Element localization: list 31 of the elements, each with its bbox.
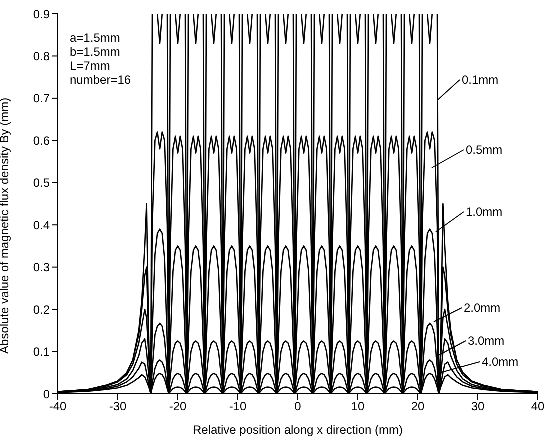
x-tick-label: 40 <box>531 400 544 414</box>
x-tick-label: -10 <box>229 400 247 414</box>
x-tick-label: -20 <box>169 400 187 414</box>
y-tick-label: 0.8 <box>33 49 50 64</box>
annotation: L=7mm <box>70 59 110 73</box>
y-tick-label: 0.3 <box>33 260 50 275</box>
x-tick-label: 30 <box>471 400 485 414</box>
x-tick-label: 20 <box>411 400 425 414</box>
x-tick-label: -30 <box>109 400 127 414</box>
x-tick-label: -40 <box>49 400 67 414</box>
x-tick-label: 10 <box>351 400 365 414</box>
annotation: a=1.5mm <box>70 31 120 45</box>
y-axis-title: Absolute value of magnetic flux density By (mm) <box>0 98 12 354</box>
legend-label: 3.0mm <box>468 334 505 348</box>
y-tick-label: 0.4 <box>33 218 50 232</box>
legend-label: 2.0mm <box>464 301 501 315</box>
legend-label: 4.0mm <box>482 355 519 369</box>
y-tick-label: 0.7 <box>33 92 50 106</box>
text: 1.0mm <box>466 205 503 219</box>
x-tick-label: 0 <box>294 400 302 414</box>
y-tick-label: 0.9 <box>33 7 50 22</box>
text: 0.1mm <box>462 73 499 87</box>
annotation: number=16 <box>70 73 132 87</box>
x-axis-title: Relative position along x direction (mm) <box>192 423 404 437</box>
y-tick-label: 0.1 <box>33 345 50 360</box>
y-tick-label: 0.2 <box>33 302 50 317</box>
y-tick-label: 0.6 <box>33 134 50 148</box>
y-tick-label: 0.5 <box>33 176 50 190</box>
text: 0.5mm <box>466 143 503 157</box>
annotation: b=1.5mm <box>70 45 120 59</box>
y-tick-label: 0 <box>43 387 50 402</box>
